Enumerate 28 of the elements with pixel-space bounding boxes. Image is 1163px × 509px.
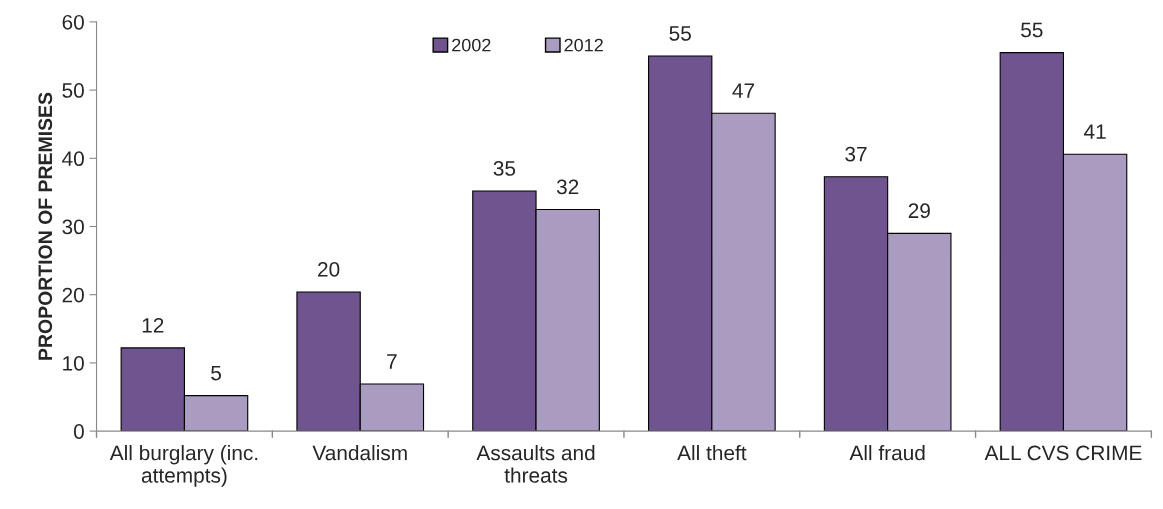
y-tick-label: 0 (73, 424, 84, 439)
y-tick-label: 30 (62, 219, 84, 235)
x-tick-label: Assaults and threats (476, 445, 595, 483)
x-tick-label: All burglary (inc. attempts) (109, 445, 258, 487)
x-tick-label: All fraud (849, 445, 925, 461)
y-tick-label: 50 (62, 83, 84, 98)
x-tick-label: ALL CVS CRIME (984, 445, 1142, 461)
data-label: 12 (142, 317, 164, 333)
x-tick-label: Vandalism (312, 445, 407, 461)
legend-label: 2002 (452, 38, 491, 52)
data-label: 32 (556, 179, 579, 195)
data-label: 7 (387, 354, 397, 369)
legend-label: 2012 (564, 38, 603, 52)
data-label: 29 (908, 203, 930, 219)
data-label: 41 (1084, 124, 1106, 139)
data-label: 35 (493, 161, 516, 176)
data-label: 55 (669, 26, 691, 41)
data-label: 20 (318, 262, 340, 277)
x-tick-label: All theft (677, 445, 747, 461)
data-label: 55 (1021, 22, 1043, 38)
y-tick-label: 60 (62, 14, 84, 30)
data-label: 47 (732, 83, 755, 98)
data-label: 5 (211, 365, 221, 381)
y-axis-title: PROPORTION OF PREMISES (38, 92, 53, 360)
y-tick-label: 40 (62, 151, 84, 167)
data-label: 37 (845, 146, 867, 162)
y-tick-label: 10 (63, 355, 84, 371)
y-tick-label: 20 (62, 287, 84, 303)
